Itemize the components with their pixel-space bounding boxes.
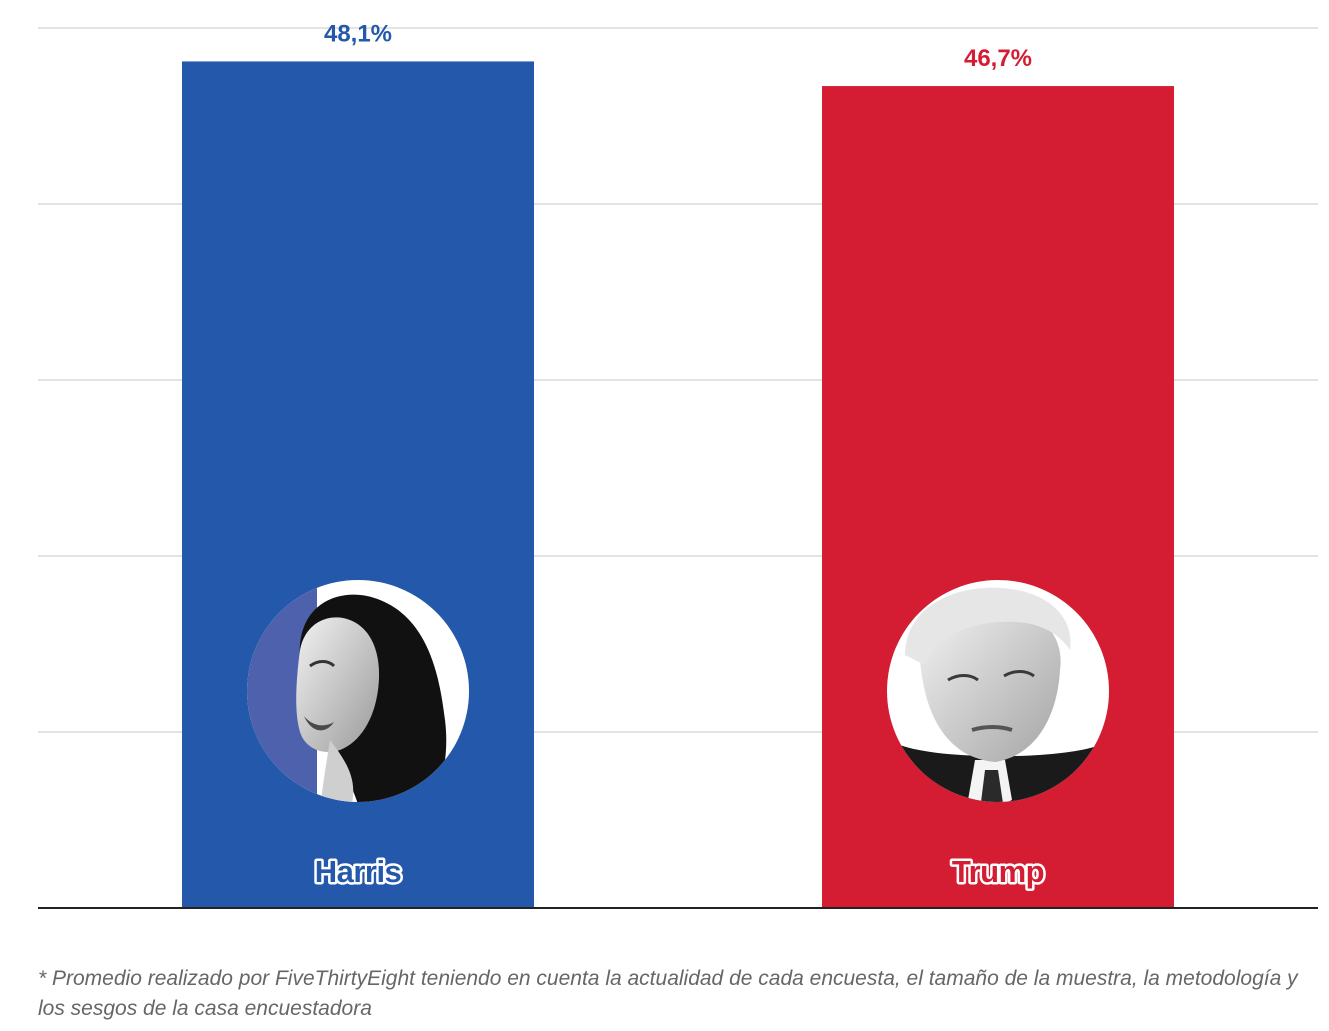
harris-portrait [247,580,469,802]
category-label-harris: Harris [315,854,402,889]
bar-chart: 48,1% Harris 46,7% Trump [38,20,1318,909]
labels: 48,1% Harris 46,7% Trump [312,20,1047,891]
category-label-trump: Trump [952,854,1044,889]
value-label-trump: 46,7% [964,45,1032,72]
footnote: * Promedio realizado por FiveThirtyEight… [38,967,1298,1020]
value-label-harris: 48,1% [324,20,392,47]
